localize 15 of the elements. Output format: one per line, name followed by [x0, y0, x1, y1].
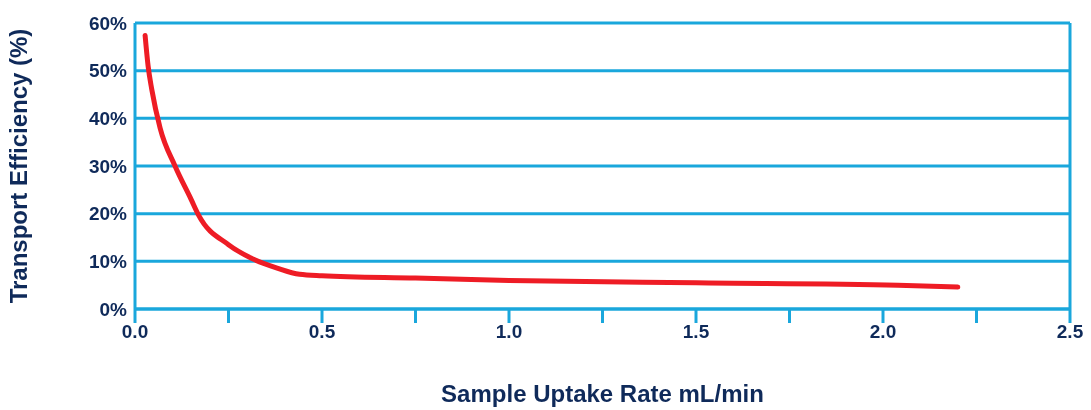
x-tick-label: 0.5: [308, 321, 336, 343]
x-tick-label: 2.0: [869, 321, 897, 343]
x-axis-title: Sample Uptake Rate mL/min: [441, 380, 764, 407]
x-tick-label: 1.0: [495, 321, 523, 343]
y-tick-label: 20%: [88, 203, 128, 225]
y-tick-label: 50%: [88, 60, 128, 82]
y-tick-label: 0%: [99, 298, 128, 320]
y-axis-title: Transport Efficiency (%): [4, 28, 32, 304]
y-tick-label: 10%: [88, 251, 128, 273]
y-tick-label: 60%: [88, 12, 128, 34]
x-tick-label: 2.5: [1056, 321, 1084, 343]
x-tick-label: 0.0: [121, 321, 149, 343]
y-tick-label: 30%: [88, 155, 128, 177]
x-tick-label: 1.5: [682, 321, 710, 343]
y-tick-label: 40%: [88, 108, 128, 130]
